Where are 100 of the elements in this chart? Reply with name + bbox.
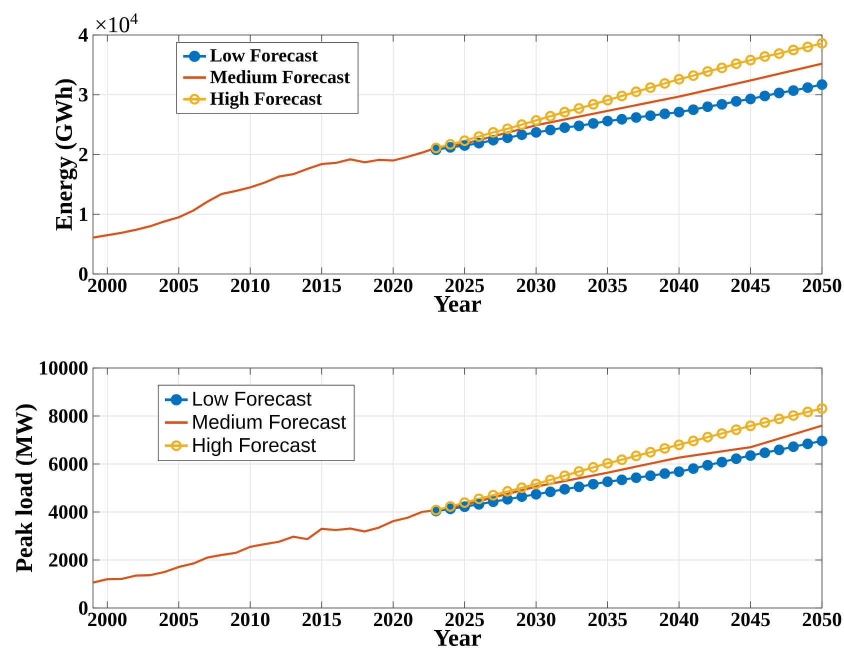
point — [545, 474, 556, 486]
point — [545, 486, 556, 498]
point — [530, 127, 542, 138]
x-tick-label: 2000 — [88, 278, 127, 292]
point — [559, 470, 570, 482]
point — [745, 94, 756, 104]
point — [716, 98, 728, 110]
point — [559, 122, 570, 133]
point — [674, 439, 684, 450]
point — [730, 453, 742, 464]
point — [616, 474, 628, 486]
point — [816, 436, 828, 446]
point — [588, 98, 599, 110]
x-tick-label: 2025 — [445, 612, 484, 626]
y-tick-label: 4000 — [48, 505, 88, 519]
x-tick-label: 2040 — [660, 278, 698, 292]
point — [645, 470, 656, 482]
point — [688, 436, 699, 446]
point — [516, 129, 528, 140]
point — [745, 420, 756, 432]
point — [716, 428, 728, 439]
y-tick-label: 1 — [80, 208, 88, 221]
point — [602, 94, 613, 106]
x-tick-label: 2045 — [731, 278, 770, 292]
point — [774, 88, 784, 98]
point — [588, 478, 599, 490]
legend-label: Low Forecast — [210, 49, 318, 62]
point — [816, 38, 828, 49]
point — [788, 410, 799, 421]
point — [502, 132, 513, 144]
point — [659, 78, 670, 89]
x-tick-label: 2035 — [588, 278, 627, 292]
point — [745, 450, 756, 461]
point — [659, 443, 670, 454]
y-tick-label: 2 — [79, 148, 88, 162]
point — [574, 481, 584, 492]
point — [530, 115, 542, 126]
point — [774, 414, 784, 424]
point — [759, 90, 770, 102]
point — [702, 101, 713, 112]
point — [688, 70, 699, 81]
point — [502, 123, 513, 134]
point — [759, 51, 770, 62]
point — [488, 490, 499, 501]
x-tick-label: 2020 — [374, 278, 412, 292]
point — [645, 110, 656, 121]
point — [674, 74, 684, 85]
x-axis-title: Year — [434, 630, 481, 646]
point — [630, 86, 642, 98]
legend-label: Medium Forecast — [210, 70, 350, 84]
point — [688, 104, 699, 116]
point — [788, 441, 799, 452]
point — [574, 103, 584, 114]
point — [645, 446, 656, 458]
point — [674, 106, 684, 118]
point — [559, 106, 570, 118]
legend-label: Low Forecast — [193, 392, 312, 406]
point — [474, 131, 484, 142]
y-tick-label: 4 — [78, 28, 88, 42]
point — [588, 118, 599, 129]
point — [774, 48, 784, 59]
point — [602, 476, 613, 488]
point — [774, 444, 784, 456]
x-tick-label: 2010 — [231, 278, 270, 292]
point — [616, 114, 628, 125]
point — [802, 438, 814, 450]
point — [616, 454, 628, 466]
x-tick-label: 2045 — [731, 612, 770, 626]
x-tick-label: 2000 — [88, 612, 127, 626]
point — [802, 406, 814, 418]
x-tick-label: 2035 — [588, 612, 627, 626]
y-tick-label: 0 — [79, 267, 88, 281]
x-tick-label: 2050 — [802, 612, 842, 626]
point — [659, 468, 670, 479]
x-tick-label: 2005 — [160, 612, 198, 626]
point — [759, 447, 770, 458]
point — [459, 497, 470, 508]
point — [802, 82, 814, 93]
point — [659, 108, 670, 120]
point — [545, 124, 556, 136]
x-tick-label: 2030 — [516, 278, 556, 292]
x-tick-label: 2020 — [374, 612, 412, 626]
x-tick-label: 2010 — [231, 612, 270, 626]
point — [602, 116, 613, 126]
text: ×10$^{4}$ — [96, 13, 138, 32]
point — [574, 466, 584, 477]
point — [459, 135, 470, 146]
legend-label: High Forecast — [210, 92, 322, 109]
x-tick-label: 2030 — [516, 612, 556, 626]
point — [630, 112, 642, 123]
x-tick-label: 2050 — [802, 278, 842, 292]
point — [530, 488, 542, 500]
point — [574, 120, 584, 132]
point — [545, 110, 556, 122]
x-tick-label: 2015 — [302, 278, 341, 292]
point — [474, 493, 484, 504]
y-tick-label: 6000 — [48, 457, 88, 471]
y-tick-label: 3 — [79, 88, 88, 102]
y-axis-title: Energy (GWh) — [55, 79, 78, 230]
point — [716, 456, 728, 468]
